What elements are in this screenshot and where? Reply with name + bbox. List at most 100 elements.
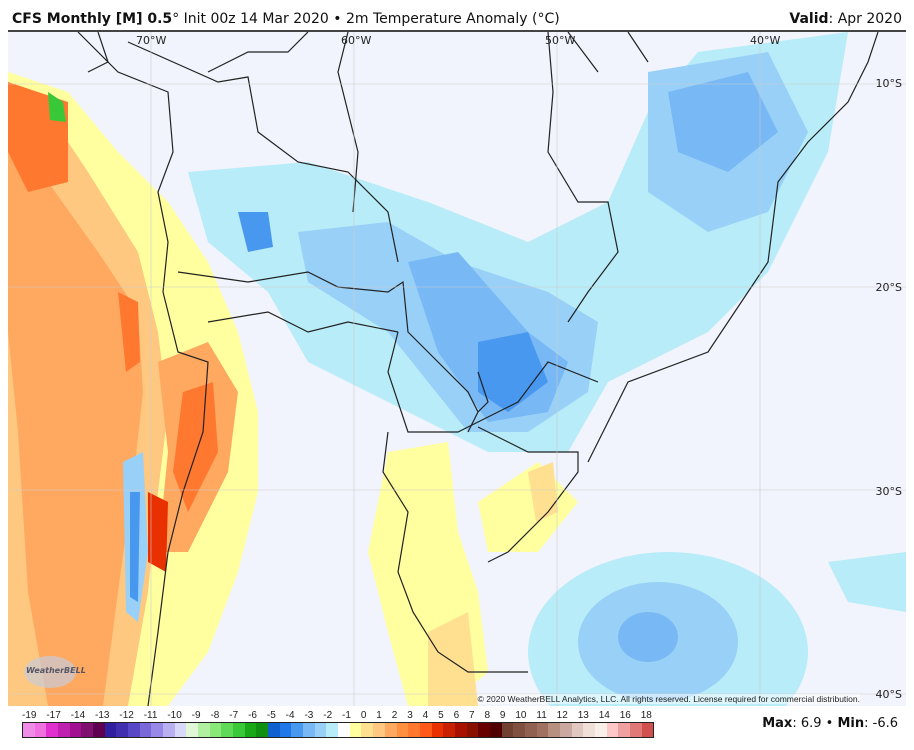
colorbar-tick-label: -3 <box>304 710 314 721</box>
colorbar-tick-label: 18 <box>640 710 652 721</box>
colorbar-swatch <box>594 723 607 737</box>
colorbar-tick-label: 5 <box>438 710 444 721</box>
colorbar-swatch <box>349 723 362 737</box>
colorbar-tick-label: 8 <box>484 710 491 721</box>
colorbar-swatch <box>233 723 245 737</box>
colorbar <box>22 722 654 738</box>
colorbar-swatch <box>548 723 560 737</box>
colorbar-swatch <box>268 723 280 737</box>
lon-label-60w: 60°W <box>341 34 372 47</box>
colorbar-tick-label: -19 <box>22 710 37 721</box>
colorbar-tick-label: 1 <box>376 710 382 721</box>
colorbar-swatch <box>629 723 642 737</box>
map-title: CFS Monthly [M] 0.5° Init 00z 14 Mar 202… <box>12 11 560 27</box>
lon-label-70w: 70°W <box>136 34 167 47</box>
colorbar-swatch <box>69 723 82 737</box>
max-label: Max <box>762 716 793 731</box>
colorbar-swatch <box>93 723 105 737</box>
colorbar-tick-label: -14 <box>70 710 86 721</box>
valid-label: Valid <box>789 11 829 27</box>
colorbar-swatch <box>583 723 595 737</box>
colorbar-swatch <box>209 723 222 737</box>
colorbar-tick-label: 11 <box>536 710 547 721</box>
colorbar-labels: -19 -17 -14 -13 -12 -11 -10 -9 -8 -7 -6 -5 -4 -3 -2 -1 0… <box>22 710 652 721</box>
init-description: ° Init 00z 14 Mar 2020 • 2m Temperature … <box>172 11 560 27</box>
max-value: : 6.9 • <box>792 716 838 731</box>
colorbar-tick-label: -4 <box>285 710 295 721</box>
max-min-readout: Max: 6.9 • Min: -6.6 <box>762 716 898 731</box>
colorbar-swatch <box>524 723 537 737</box>
colorbar-swatch <box>396 723 409 737</box>
lon-label-50w: 50°W <box>545 34 576 47</box>
colorbar-swatch <box>431 723 444 737</box>
colorbar-swatch <box>174 723 187 737</box>
colorbar-tick-label: 12 <box>556 710 568 721</box>
model-name: CFS Monthly [M] 0.5 <box>12 11 173 27</box>
colorbar-swatch <box>489 723 502 737</box>
colorbar-tick-label: -6 <box>248 710 257 721</box>
colorbar-swatch <box>513 723 525 737</box>
colorbar-swatch <box>478 723 490 737</box>
colorbar-swatch <box>314 723 327 737</box>
colorbar-swatch <box>419 723 432 737</box>
colorbar-swatch <box>116 723 129 737</box>
colorbar-swatch <box>536 723 549 737</box>
colorbar-swatch <box>151 723 164 737</box>
colorbar-tick-label: -13 <box>95 710 110 721</box>
copyright-notice: © 2020 WeatherBELL Analytics, LLC. All r… <box>477 694 860 704</box>
colorbar-tick-label: 10 <box>515 710 527 721</box>
colorbar-swatch <box>139 723 152 737</box>
colorbar-tick-label: -9 <box>191 710 201 721</box>
warm-anomaly-core <box>8 152 143 706</box>
colorbar-tick-label: 14 <box>598 710 610 721</box>
colorbar-swatch <box>244 723 257 737</box>
weatherbell-logo: WeatherBELL <box>22 652 86 692</box>
colorbar-swatch <box>58 723 70 737</box>
colorbar-tick-label: -5 <box>266 710 276 721</box>
colorbar-swatch <box>104 723 117 737</box>
colorbar-swatch <box>303 723 315 737</box>
lat-label-10s: 10°S <box>875 77 902 90</box>
valid-date: Valid: Apr 2020 <box>789 11 902 27</box>
colorbar-swatch <box>606 723 619 737</box>
colorbar-swatch <box>501 723 514 737</box>
colorbar-swatch <box>408 723 420 737</box>
colorbar-swatch <box>618 723 630 737</box>
colorbar-swatch <box>128 723 140 737</box>
graticule <box>8 32 906 706</box>
colorbar-tick-label: 13 <box>577 710 589 721</box>
header-divider <box>8 30 906 32</box>
colorbar-tick-label: 9 <box>499 710 506 721</box>
colorbar-swatch <box>291 723 304 737</box>
colorbar-swatch <box>641 723 654 737</box>
lat-label-40s: 40°S <box>875 688 902 701</box>
colorbar-swatch <box>46 723 59 737</box>
colorbar-swatch <box>81 723 94 737</box>
colorbar-tick-label: -8 <box>210 710 220 721</box>
colorbar-swatch <box>466 723 479 737</box>
colorbar-tick-label: -17 <box>46 710 61 721</box>
colorbar-swatch <box>326 723 339 737</box>
colorbar-tick-label: 7 <box>469 710 475 721</box>
colorbar-swatch <box>373 723 385 737</box>
colorbar-tick-label: 16 <box>619 710 631 721</box>
colorbar-swatch <box>361 723 374 737</box>
colorbar-swatch <box>338 723 350 737</box>
lat-label-30s: 30°S <box>875 485 902 498</box>
colorbar-swatch <box>163 723 175 737</box>
colorbar-tick-label: -11 <box>143 710 158 721</box>
anomaly-field <box>8 32 906 706</box>
colorbar-swatch <box>34 723 47 737</box>
colorbar-tick-label: 4 <box>422 710 429 721</box>
country-borders <box>77 32 879 706</box>
colorbar-tick-label: 2 <box>391 710 398 721</box>
colorbar-swatch <box>279 723 292 737</box>
colorbar-swatch <box>23 723 35 737</box>
colorbar-swatch <box>559 723 572 737</box>
colorbar-tick-label: 3 <box>407 710 413 721</box>
lon-label-40w: 40°W <box>750 34 781 47</box>
colorbar-swatch <box>454 723 467 737</box>
lat-label-20s: 20°S <box>875 281 902 294</box>
min-value: : -6.6 <box>864 716 898 731</box>
colorbar-swatch <box>571 723 584 737</box>
